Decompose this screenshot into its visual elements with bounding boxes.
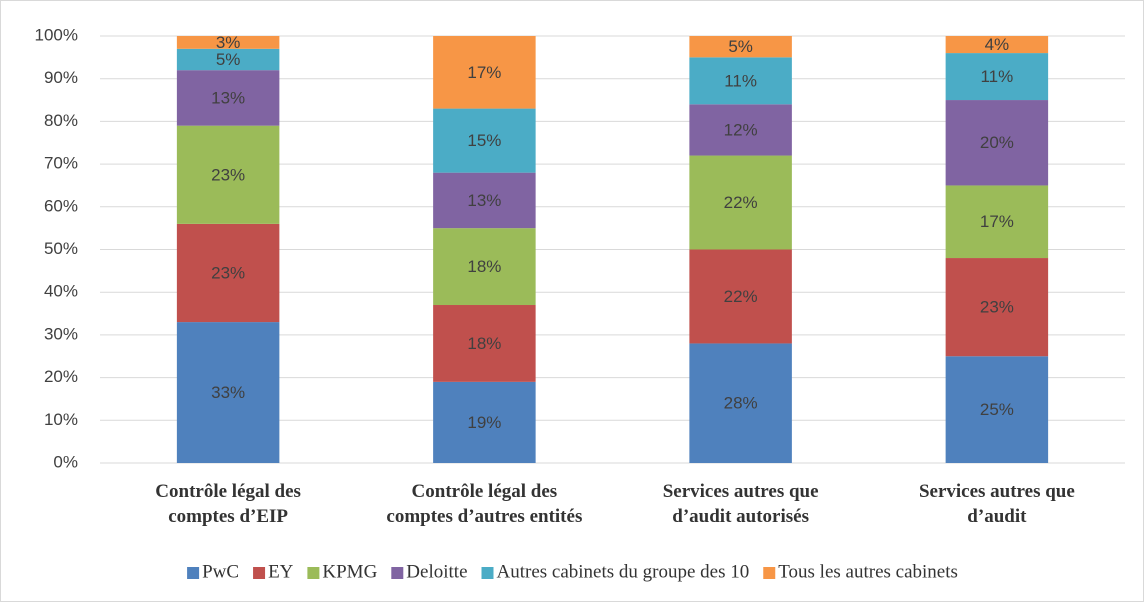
bar-segment (176, 125, 280, 224)
value-label: 18% (467, 257, 501, 276)
bar-segment (945, 100, 1049, 186)
legend-label: KPMG (322, 561, 377, 582)
bar-segment (945, 356, 1049, 463)
y-tick-label: 30% (44, 324, 78, 343)
legend-swatch (187, 567, 200, 579)
value-label: 13% (211, 88, 245, 107)
legend-label: EY (268, 561, 294, 582)
value-label: 13% (467, 191, 501, 210)
y-tick-label: 20% (44, 367, 78, 386)
legend-swatch (763, 567, 776, 579)
legend-swatch (253, 567, 266, 579)
value-label: 5% (728, 37, 753, 56)
bar-segment (689, 155, 792, 250)
legend-label: Autres cabinets du groupe des 10 (497, 561, 750, 582)
value-label: 4% (985, 35, 1010, 54)
bar-segment (433, 381, 536, 463)
y-tick-label: 90% (44, 68, 78, 87)
bar-segment (176, 36, 280, 49)
value-label: 19% (467, 413, 501, 432)
value-label: 17% (467, 63, 501, 82)
bar-segment (689, 57, 792, 105)
y-tick-label: 40% (44, 282, 78, 301)
bar-segment (176, 322, 280, 463)
bar-segment (433, 228, 536, 306)
bar-segment (689, 36, 792, 58)
value-label: 23% (211, 263, 245, 282)
bar-segment (689, 343, 792, 463)
bar-segment (689, 104, 792, 156)
bar-segment (945, 258, 1049, 357)
bar-segment (176, 48, 280, 71)
value-label: 23% (980, 298, 1014, 317)
value-label: 11% (724, 71, 757, 90)
bar-segment (945, 36, 1049, 54)
legend-swatch (481, 567, 494, 579)
value-label: 12% (724, 120, 758, 139)
y-tick-label: 0% (53, 452, 78, 471)
y-tick-label: 10% (44, 410, 78, 429)
y-tick-label: 100% (35, 25, 78, 44)
bar-segment (433, 305, 536, 382)
x-tick-label: Contrôle légal des comptes d’EIP (155, 481, 301, 527)
bar-segment (433, 36, 536, 109)
legend-label: Deloitte (406, 561, 467, 582)
y-tick-label: 80% (44, 111, 78, 130)
value-label: 28% (724, 394, 758, 413)
legend-swatch (307, 567, 320, 579)
value-label: 22% (724, 287, 758, 306)
legend-swatch (391, 567, 404, 579)
bar-segment (176, 70, 280, 126)
y-tick-label: 70% (44, 154, 78, 173)
value-label: 23% (211, 165, 245, 184)
value-label: 33% (211, 383, 245, 402)
value-label: 15% (467, 131, 501, 150)
bar-segment (689, 249, 792, 344)
value-label: 3% (216, 33, 241, 52)
value-label: 18% (467, 334, 501, 353)
y-tick-label: 50% (44, 239, 78, 258)
value-label: 17% (980, 212, 1014, 231)
value-label: 25% (980, 400, 1014, 419)
y-tick-label: 60% (44, 196, 78, 215)
bar-segment (945, 185, 1049, 259)
bar-segment (945, 53, 1049, 101)
x-tick-label: Services autres que d’audit autorisés (663, 481, 819, 527)
legend-label: PwC (202, 561, 239, 582)
bar-segment (433, 172, 536, 229)
value-label: 20% (980, 133, 1014, 152)
x-tick-label: Services autres que d’audit (919, 481, 1075, 527)
value-label: 5% (216, 50, 241, 69)
value-label: 11% (980, 67, 1013, 86)
bar-segment (433, 108, 536, 173)
value-label: 22% (724, 193, 758, 212)
bar-segment (176, 223, 280, 323)
x-tick-label: Contrôle légal des comptes d’autres entit… (386, 481, 582, 527)
legend-label: Tous les autres cabinets (778, 561, 958, 582)
